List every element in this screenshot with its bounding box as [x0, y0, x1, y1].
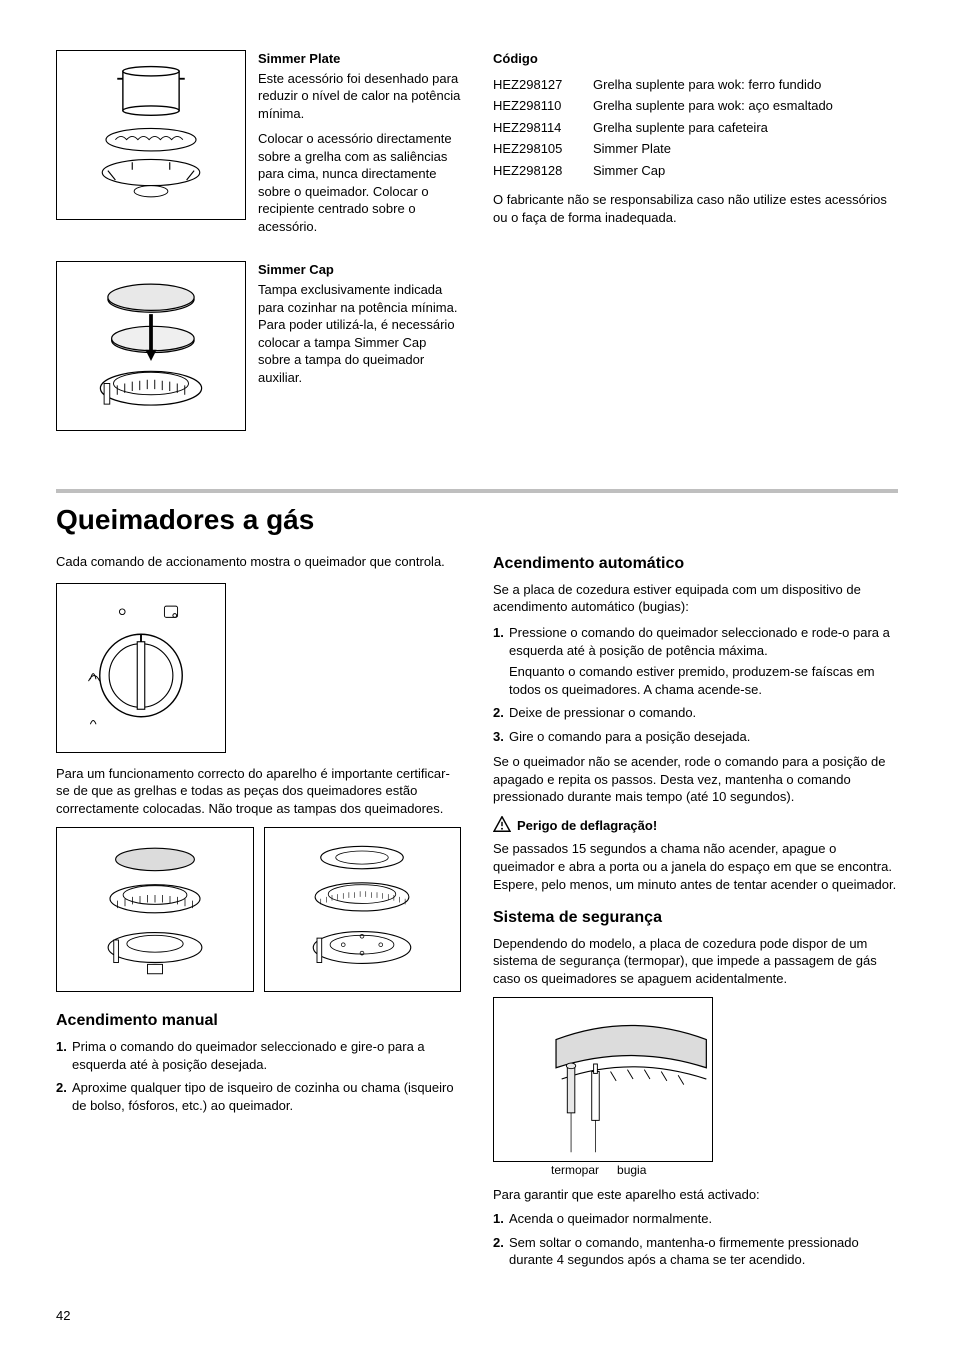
- manual-steps: 1.Prima o comando do queimador seleccion…: [56, 1038, 461, 1114]
- code-cell: HEZ298105: [493, 138, 593, 160]
- auto-intro: Se a placa de cozedura estiver equipada …: [493, 581, 898, 616]
- simmer-cap-title: Simmer Cap: [258, 261, 461, 279]
- step-number: 1.: [493, 624, 509, 698]
- codigo-heading: Código: [493, 50, 898, 68]
- table-row: HEZ298114Grelha suplente para cafeteira: [493, 117, 898, 139]
- manual-heading: Acendimento manual: [56, 1010, 461, 1032]
- burners-section: Cada comando de accionamento mostra o qu…: [56, 553, 898, 1274]
- knob-illustration: [56, 583, 226, 753]
- codigo-column: Código HEZ298127Grelha suplente para wok…: [493, 50, 898, 449]
- table-row: HEZ298128Simmer Cap: [493, 160, 898, 182]
- placement-note: Para um funcionamento correcto do aparel…: [56, 765, 461, 818]
- step-text: Pressione o comando do queimador selecci…: [509, 624, 898, 698]
- safety-steps: 1.Acenda o queimador normalmente. 2.Sem …: [493, 1210, 898, 1269]
- list-item: 2.Deixe de pressionar o comando.: [493, 704, 898, 722]
- page-number: 42: [56, 1307, 898, 1325]
- step-text: Prima o comando do queimador seleccionad…: [72, 1038, 461, 1073]
- list-item: 2.Sem soltar o comando, mantenha-o firme…: [493, 1234, 898, 1269]
- step-number: 1.: [56, 1038, 72, 1073]
- simmer-plate-text: Simmer Plate Este acessório foi desenhad…: [258, 50, 461, 243]
- safety-intro: Dependendo do modelo, a placa de cozedur…: [493, 935, 898, 988]
- step-number: 2.: [56, 1079, 72, 1114]
- label-bugia: bugia: [617, 1162, 646, 1178]
- safety-illustration: [493, 997, 713, 1162]
- step-number: 1.: [493, 1210, 509, 1228]
- step-text: Deixe de pressionar o comando.: [509, 704, 898, 722]
- step-number: 2.: [493, 704, 509, 722]
- desc-cell: Grelha suplente para cafeteira: [593, 117, 898, 139]
- warning-body: Se passados 15 segundos a chama não acen…: [493, 840, 898, 893]
- label-termopar: termopar: [551, 1162, 599, 1178]
- warning-line: Perigo de deflagração!: [493, 816, 898, 837]
- code-cell: HEZ298114: [493, 117, 593, 139]
- auto-heading: Acendimento automático: [493, 553, 898, 575]
- warning-title: Perigo de deflagração!: [517, 817, 657, 835]
- safety-heading: Sistema de segurança: [493, 907, 898, 929]
- desc-cell: Simmer Plate: [593, 138, 898, 160]
- code-cell: HEZ298128: [493, 160, 593, 182]
- desc-cell: Grelha suplente para wok: aço esmaltado: [593, 95, 898, 117]
- list-item: 1.Prima o comando do queimador seleccion…: [56, 1038, 461, 1073]
- top-section: Simmer Plate Este acessório foi desenhad…: [56, 50, 898, 449]
- code-cell: HEZ298110: [493, 95, 593, 117]
- burner-parts-left: [56, 827, 254, 992]
- step-text: Acenda o queimador normalmente.: [509, 1210, 898, 1228]
- step-number: 2.: [493, 1234, 509, 1269]
- desc-cell: Simmer Cap: [593, 160, 898, 182]
- auto-note: Se o queimador não se acender, rode o co…: [493, 753, 898, 806]
- simmer-plate-title: Simmer Plate: [258, 50, 461, 68]
- desc-cell: Grelha suplente para wok: ferro fundido: [593, 74, 898, 96]
- safety-ensure: Para garantir que este aparelho está act…: [493, 1186, 898, 1204]
- warning-icon: [493, 816, 511, 837]
- table-row: HEZ298110Grelha suplente para wok: aço e…: [493, 95, 898, 117]
- simmer-cap-p1: Tampa exclusivamente indicada para cozin…: [258, 281, 461, 386]
- codigo-disclaimer: O fabricante não se responsabiliza caso …: [493, 191, 898, 226]
- section-divider: [56, 489, 898, 493]
- table-row: HEZ298105Simmer Plate: [493, 138, 898, 160]
- step-number: 3.: [493, 728, 509, 746]
- burner-parts-right: [264, 827, 462, 992]
- step-text: Gire o comando para a posição desejada.: [509, 728, 898, 746]
- list-item: 1.Acenda o queimador normalmente.: [493, 1210, 898, 1228]
- list-item: 2.Aproxime qualquer tipo de isqueiro de …: [56, 1079, 461, 1114]
- simmer-cap-row: Simmer Cap Tampa exclusivamente indicada…: [56, 261, 461, 431]
- codigo-table: HEZ298127Grelha suplente para wok: ferro…: [493, 74, 898, 182]
- step-text: Sem soltar o comando, mantenha-o firmeme…: [509, 1234, 898, 1269]
- auto-steps: 1. Pressione o comando do queimador sele…: [493, 624, 898, 745]
- simmer-plate-row: Simmer Plate Este acessório foi desenhad…: [56, 50, 461, 243]
- safety-figure-wrap: termopar bugia: [493, 997, 898, 1178]
- burners-title: Queimadores a gás: [56, 501, 898, 539]
- simmer-plate-p2: Colocar o acessório directamente sobre a…: [258, 130, 461, 235]
- simmer-cap-text: Simmer Cap Tampa exclusivamente indicada…: [258, 261, 461, 431]
- step1a: Pressione o comando do queimador selecci…: [509, 625, 890, 658]
- burner-parts-illustrations: [56, 827, 461, 992]
- simmer-plate-illustration: [56, 50, 246, 220]
- list-item: 3.Gire o comando para a posição desejada…: [493, 728, 898, 746]
- safety-labels: termopar bugia: [493, 1162, 898, 1178]
- burners-intro: Cada comando de accionamento mostra o qu…: [56, 553, 461, 571]
- simmer-cap-illustration: [56, 261, 246, 431]
- step1b: Enquanto o comando estiver premido, prod…: [509, 663, 898, 698]
- list-item: 1. Pressione o comando do queimador sele…: [493, 624, 898, 698]
- accessories-column: Simmer Plate Este acessório foi desenhad…: [56, 50, 461, 449]
- burners-left-col: Cada comando de accionamento mostra o qu…: [56, 553, 461, 1274]
- step-text: Aproxime qualquer tipo de isqueiro de co…: [72, 1079, 461, 1114]
- table-row: HEZ298127Grelha suplente para wok: ferro…: [493, 74, 898, 96]
- burners-right-col: Acendimento automático Se a placa de coz…: [493, 553, 898, 1274]
- code-cell: HEZ298127: [493, 74, 593, 96]
- simmer-plate-p1: Este acessório foi desenhado para reduzi…: [258, 70, 461, 123]
